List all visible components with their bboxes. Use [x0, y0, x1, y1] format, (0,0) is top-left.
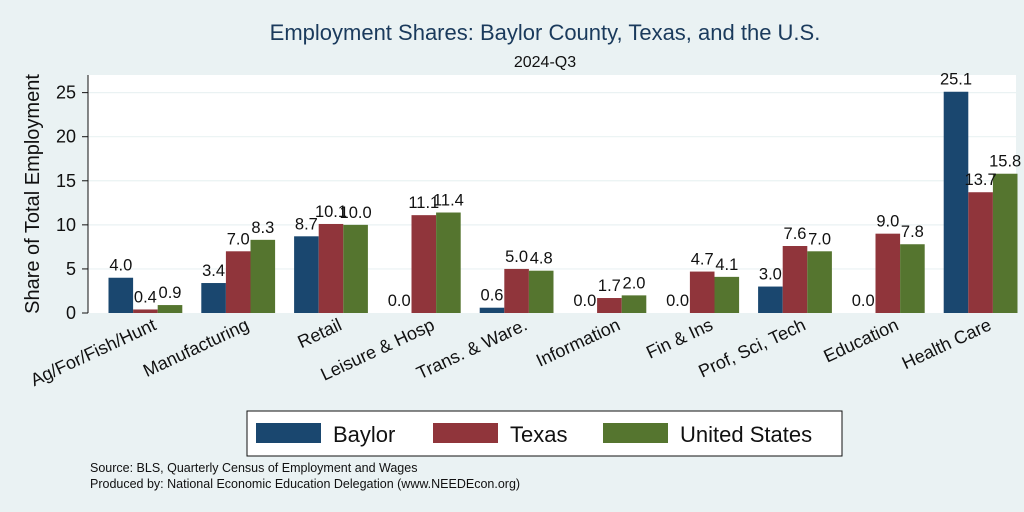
- bar-united-states-trans-ware: [528, 270, 554, 313]
- data-label-united-states-trans-ware: 4.8: [530, 250, 553, 268]
- legend-label-texas: Texas: [510, 422, 567, 447]
- chart-title: Employment Shares: Baylor County, Texas,…: [270, 20, 821, 45]
- bar-texas-information: [597, 298, 622, 313]
- x-category-label-education: Education: [820, 314, 901, 366]
- data-label-baylor-information: 0.0: [573, 292, 596, 310]
- y-tick-label-10: 10: [56, 215, 76, 235]
- bar-baylor-manufacturing: [201, 283, 226, 313]
- bar-texas-health-care: [968, 192, 993, 313]
- legend-label-united-states: United States: [680, 422, 812, 447]
- data-label-baylor-leisure-hosp: 0.0: [388, 292, 411, 310]
- data-label-texas-prof-sci-tech: 7.6: [784, 225, 807, 243]
- chart-subtitle: 2024-Q3: [514, 54, 576, 71]
- legend-swatch-united-states: [603, 423, 668, 443]
- x-category-label-manufacturing: Manufacturing: [140, 314, 252, 380]
- data-label-united-states-information: 2.0: [623, 274, 646, 292]
- bar-baylor-health-care: [943, 91, 969, 314]
- legend-box: [246, 410, 843, 457]
- bar-united-states-ag-for-fish-hunt: [157, 305, 183, 313]
- bar-texas-retail: [318, 223, 344, 313]
- y-tick-label-25: 25: [56, 83, 76, 103]
- x-category-label-prof-sci-tech: Prof, Sci, Tech: [695, 314, 808, 381]
- bar-texas-prof-sci-tech: [782, 246, 808, 313]
- source-note: Source: BLS, Quarterly Census of Employm…: [90, 461, 417, 475]
- bar-texas-education: [875, 233, 901, 313]
- data-labels: 4.00.4 0.93.47.08.3 8.710.110.00.011.111.4…: [109, 71, 1021, 310]
- x-category-label-ag-for-fish-hunt: Ag/For/Fish/Hunt: [27, 314, 159, 390]
- data-label-united-states-fin-ins: 4.1: [715, 256, 738, 274]
- y-tick-label-0: 0: [66, 303, 76, 323]
- data-label-baylor-ag-for-fish-hunt: 4.0: [109, 257, 132, 275]
- bar-baylor-retail: [294, 236, 319, 313]
- bar-baylor-prof-sci-tech: [758, 286, 783, 313]
- x-category-label-fin-ins: Fin & Ins: [643, 314, 716, 362]
- data-label-texas-fin-ins: 4.7: [691, 251, 714, 269]
- data-label-texas-health-care: 13.7: [965, 171, 997, 189]
- bar-united-states-retail: [343, 224, 368, 313]
- bar-texas-trans-ware: [504, 268, 529, 313]
- data-label-united-states-health-care: 15.8: [989, 153, 1021, 171]
- data-label-united-states-prof-sci-tech: 7.0: [808, 230, 831, 248]
- data-label-united-states-education: 7.8: [901, 223, 924, 241]
- data-label-texas-leisure-hosp: 11.1: [408, 194, 439, 212]
- x-category-label-health-care: Health Care: [899, 314, 995, 373]
- x-category-label-retail: Retail: [295, 314, 345, 352]
- bar-united-states-manufacturing: [250, 239, 276, 313]
- bar-texas-fin-ins: [689, 271, 715, 313]
- data-label-texas-retail: 10.1: [315, 203, 347, 221]
- bar-united-states-fin-ins: [714, 276, 740, 313]
- bar-united-states-leisure-hosp: [436, 212, 461, 313]
- data-label-united-states-leisure-hosp: 11.4: [433, 192, 464, 210]
- bar-united-states-health-care: [992, 173, 1018, 313]
- data-label-baylor-retail: 8.7: [295, 215, 318, 233]
- bar-united-states-information: [621, 295, 647, 313]
- data-label-baylor-manufacturing: 3.4: [202, 262, 225, 280]
- data-label-baylor-education: 0.0: [852, 292, 875, 310]
- x-category-label-information: Information: [533, 314, 623, 370]
- bar-baylor-ag-for-fish-hunt: [108, 277, 134, 313]
- bar-texas-ag-for-fish-hunt: [133, 309, 158, 313]
- y-axis-label: Share of Total Employment: [22, 74, 44, 314]
- data-label-texas-manufacturing: 7.0: [227, 230, 250, 248]
- y-tick-label-15: 15: [56, 171, 76, 191]
- data-label-united-states-ag-for-fish-hunt: 0.9: [159, 284, 182, 302]
- bar-texas-leisure-hosp: [411, 215, 437, 313]
- bar-baylor-trans-ware: [479, 307, 505, 313]
- data-label-baylor-prof-sci-tech: 3.0: [759, 266, 782, 284]
- producer-note: Produced by: National Economic Education…: [90, 477, 520, 491]
- legend: Baylor Texas United States: [246, 410, 843, 457]
- data-label-texas-trans-ware: 5.0: [505, 248, 528, 266]
- data-label-united-states-manufacturing: 8.3: [251, 219, 274, 237]
- data-label-texas-ag-for-fish-hunt: 0.4: [134, 288, 157, 306]
- bar-united-states-education: [900, 244, 925, 313]
- y-tick-label-20: 20: [56, 127, 76, 147]
- data-label-texas-information: 1.7: [598, 277, 621, 295]
- bars: [108, 91, 1018, 314]
- data-label-baylor-trans-ware: 0.6: [481, 287, 504, 305]
- bar-texas-manufacturing: [225, 251, 251, 313]
- y-tick-label-5: 5: [66, 259, 76, 279]
- bar-united-states-prof-sci-tech: [807, 251, 832, 313]
- legend-swatch-texas: [433, 423, 498, 443]
- data-label-united-states-retail: 10.0: [340, 204, 372, 222]
- data-label-baylor-fin-ins: 0.0: [666, 292, 689, 310]
- legend-label-baylor: Baylor: [333, 422, 395, 447]
- legend-swatch-baylor: [256, 423, 321, 443]
- y-ticks: 0 5 10 15 20 25: [56, 83, 88, 323]
- data-label-baylor-health-care: 25.1: [940, 71, 972, 89]
- data-label-texas-education: 9.0: [876, 213, 899, 231]
